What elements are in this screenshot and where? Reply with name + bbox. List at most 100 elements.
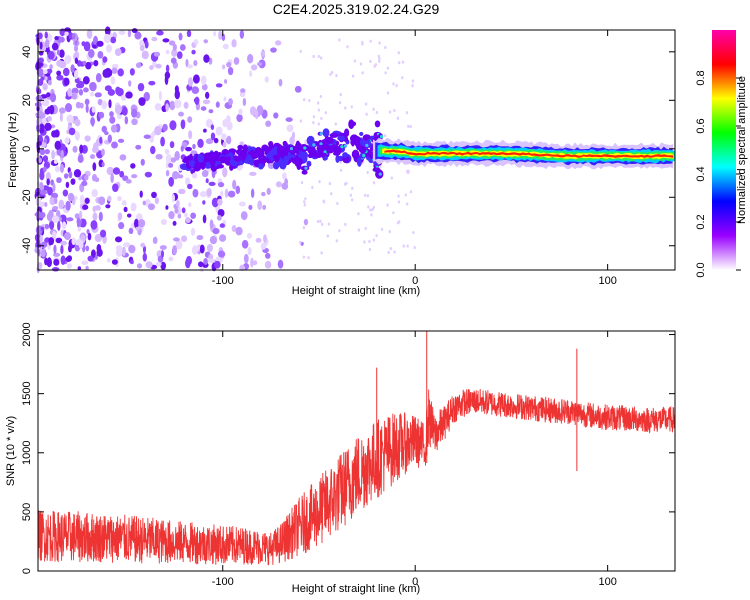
noise-speck — [47, 79, 52, 86]
spectrogram-y-ticks: -40 -20 0 20 40 — [21, 46, 675, 254]
noise-speck — [169, 141, 175, 149]
noise-speck — [193, 39, 199, 45]
noise-speck — [66, 263, 72, 269]
noise-speck — [330, 70, 334, 75]
colorbar-tick-label: 0.8 — [695, 70, 707, 85]
noise-speck — [85, 61, 92, 70]
noise-speck — [369, 59, 372, 64]
noise-speck — [52, 182, 56, 193]
echo-blob — [356, 156, 362, 167]
noise-speck — [338, 101, 342, 105]
noise-speck — [83, 87, 89, 93]
noise-speck — [209, 235, 217, 245]
noise-speck — [319, 219, 322, 223]
noise-speck — [206, 188, 212, 197]
noise-speck — [56, 74, 64, 81]
echo-blob — [358, 146, 367, 154]
noise-speck — [407, 124, 410, 128]
x-tick-label: -100 — [212, 576, 234, 588]
noise-speck — [369, 39, 372, 43]
noise-speck — [162, 38, 170, 43]
y-tick-label: 1500 — [21, 381, 33, 405]
noise-speck — [98, 211, 103, 222]
noise-speck — [117, 68, 124, 77]
noise-speck — [122, 106, 128, 116]
noise-speck — [250, 257, 254, 268]
noise-speck — [262, 204, 267, 210]
noise-speck — [252, 260, 258, 266]
noise-speck — [278, 78, 283, 87]
noise-speck — [401, 76, 404, 80]
x-tick-label: 0 — [412, 275, 418, 287]
noise-speck — [136, 263, 143, 269]
noise-speck — [378, 59, 381, 63]
noise-speck — [84, 135, 91, 142]
noise-speck — [265, 252, 271, 259]
noise-speck — [121, 246, 126, 257]
noise-speck — [361, 42, 364, 46]
noise-speck — [44, 223, 50, 230]
noise-speck — [302, 98, 306, 102]
noise-speck — [92, 162, 97, 172]
echo-blob-bright — [362, 153, 366, 158]
noise-speck — [77, 226, 82, 232]
noise-speck — [185, 58, 189, 68]
noise-speck — [78, 176, 82, 181]
spectrogram-frame — [37, 29, 676, 271]
noise-speck — [369, 208, 372, 212]
noise-speck — [226, 61, 232, 68]
echo-blob-bright — [319, 142, 323, 146]
noise-speck — [154, 103, 162, 111]
noise-speck — [386, 203, 389, 207]
echo-blob — [204, 164, 212, 169]
noise-speck — [366, 194, 370, 198]
noise-speck — [81, 41, 86, 47]
noise-speck — [203, 54, 210, 63]
echo-blob — [374, 120, 381, 128]
y-tick-label: 0 — [21, 568, 33, 574]
noise-speck — [114, 104, 122, 115]
noise-speck — [350, 198, 354, 202]
noise-speck — [67, 87, 72, 97]
noise-speck — [235, 226, 243, 236]
noise-speck — [128, 227, 134, 234]
noise-speck — [151, 191, 157, 199]
noise-speck — [60, 255, 66, 265]
noise-speck — [131, 118, 138, 126]
noise-speck — [324, 111, 327, 115]
noise-speck — [107, 134, 112, 143]
noise-speck — [92, 212, 98, 221]
noise-speck — [368, 239, 371, 244]
noise-speck — [56, 177, 62, 184]
y-tick-label: 20 — [21, 94, 33, 106]
noise-speck — [176, 51, 183, 60]
noise-speck — [104, 131, 109, 136]
noise-speck — [164, 148, 170, 155]
colorbar: 0.0 0.2 0.4 0.6 0.8 Normalized spectral ampl… — [695, 30, 748, 278]
echo-blob — [256, 149, 265, 158]
noise-speck — [170, 57, 177, 64]
noise-speck — [196, 234, 204, 241]
noise-speck — [406, 244, 409, 248]
noise-speck — [56, 49, 60, 56]
noise-speck — [49, 64, 53, 70]
noise-speck — [46, 178, 50, 186]
noise-speck — [224, 188, 229, 198]
noise-speck — [220, 190, 224, 198]
noise-speck — [219, 223, 225, 228]
echo-blob — [329, 132, 339, 138]
noise-speck — [335, 239, 339, 243]
noise-speck — [318, 180, 321, 184]
noise-speck — [389, 246, 392, 251]
noise-speck — [329, 72, 332, 77]
noise-speck — [96, 244, 102, 253]
noise-speck — [51, 130, 58, 138]
noise-speck — [59, 112, 63, 122]
noise-speck — [94, 254, 98, 260]
noise-speck — [178, 111, 184, 117]
spectrogram-x-ticks: -100 0 100 — [212, 30, 617, 287]
noise-speck — [139, 39, 145, 47]
noise-speck — [65, 181, 70, 189]
noise-speck — [40, 241, 48, 248]
noise-speck — [51, 149, 55, 160]
